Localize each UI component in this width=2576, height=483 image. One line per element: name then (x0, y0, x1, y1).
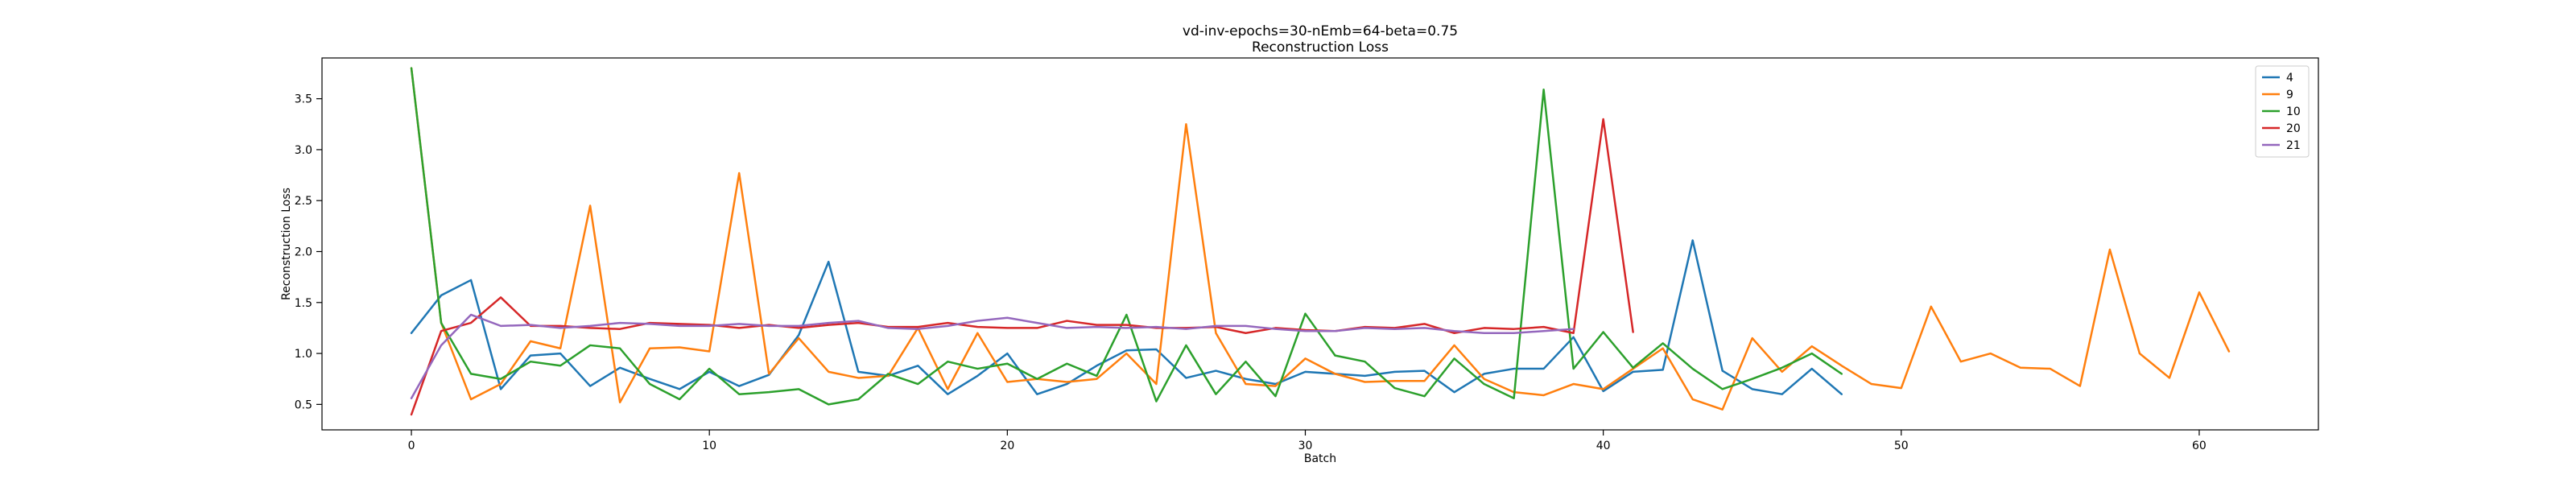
y-tick-label: 1.0 (295, 348, 312, 361)
y-tick-label: 3.5 (295, 93, 312, 106)
x-tick-label: 30 (1298, 440, 1313, 452)
x-tick-label: 10 (702, 440, 716, 452)
x-tick-label: 50 (1894, 440, 1909, 452)
series-line-9 (410, 67, 2231, 411)
chart-legend: 4 9 10 20 21 (2255, 65, 2310, 158)
legend-label-21: 21 (2286, 139, 2301, 152)
x-tick-label: 40 (1596, 440, 1611, 452)
y-tick-label: 0.5 (295, 398, 312, 411)
legend-label-4: 4 (2286, 72, 2293, 85)
series-line-10 (410, 67, 1843, 406)
plot-frame (321, 57, 2319, 431)
legend-label-20: 20 (2286, 122, 2301, 135)
series-line-4 (410, 239, 1843, 395)
y-tick-label: 2.0 (295, 246, 312, 258)
x-tick-label: 20 (1000, 440, 1014, 452)
plot-layer (410, 67, 2231, 416)
x-tick-label: 0 (408, 440, 415, 452)
chart-title: vd-inv-epochs=30-nEmb=64-beta=0.75 (1183, 23, 1458, 39)
y-axis-ticks: 0.5 1.0 1.5 2.0 2.5 3.0 3.5 (295, 93, 322, 411)
legend-box (2255, 65, 2310, 158)
series-line-20 (410, 118, 1634, 416)
y-tick-label: 2.5 (295, 195, 312, 208)
y-axis-label: Reconstruction Loss (280, 188, 293, 300)
y-tick-label: 1.5 (295, 297, 312, 310)
chart-subtitle: Reconstruction Loss (1252, 39, 1389, 56)
x-axis-label: Batch (1304, 452, 1336, 465)
series-line-21 (410, 313, 1575, 400)
x-axis-ticks: 0 10 20 30 40 50 60 (408, 430, 2207, 452)
legend-label-9: 9 (2286, 89, 2293, 101)
legend-label-10: 10 (2286, 105, 2301, 118)
x-tick-label: 60 (2192, 440, 2207, 452)
y-tick-label: 3.0 (295, 144, 312, 157)
